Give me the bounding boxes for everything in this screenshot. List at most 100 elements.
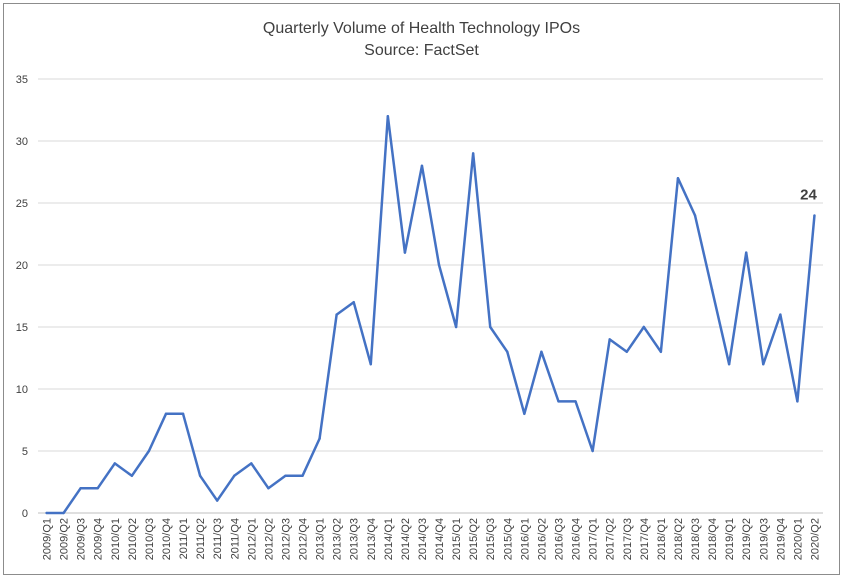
- x-tick-label: 2016/Q3: [553, 518, 565, 560]
- data-labels: 24: [800, 186, 817, 203]
- data-point: [506, 350, 509, 353]
- x-tick-label: 2013/Q2: [332, 518, 344, 560]
- data-point: [762, 363, 765, 366]
- data-point: [113, 462, 116, 465]
- data-point: [608, 338, 611, 341]
- data-point: [267, 487, 270, 490]
- x-tick-label: 2011/Q2: [195, 518, 207, 559]
- data-point: [352, 301, 355, 304]
- x-tick-label: 2011/Q4: [229, 518, 241, 559]
- chart-subtitle: Source: FactSet: [364, 42, 479, 59]
- x-tick-label: 2017/Q1: [588, 518, 600, 560]
- x-tick-label: 2017/Q2: [605, 518, 617, 560]
- data-point: [489, 325, 492, 329]
- y-tick-label: 15: [16, 322, 28, 334]
- y-tick-label: 30: [16, 136, 28, 148]
- data-point: [420, 164, 424, 167]
- data-point: [130, 474, 134, 477]
- x-tick-label: 2015/Q1: [451, 518, 463, 560]
- x-tick-label: 2010/Q4: [161, 518, 173, 560]
- data-point: [523, 412, 526, 415]
- data-point: [779, 313, 782, 316]
- x-tick-label: 2018/Q3: [690, 518, 702, 560]
- x-tick-label: 2017/Q4: [639, 518, 651, 560]
- data-point: [147, 449, 151, 453]
- data-point: [369, 363, 372, 366]
- x-tick-label: 2020/Q1: [792, 518, 804, 560]
- y-tick-label: 5: [22, 446, 28, 458]
- data-point: [96, 487, 99, 490]
- y-tick-label: 10: [16, 384, 28, 396]
- x-tick-label: 2014/Q1: [383, 518, 395, 560]
- x-tick-label: 2014/Q2: [400, 518, 412, 560]
- x-tick-label: 2009/Q3: [76, 518, 88, 560]
- x-tick-label: 2017/Q3: [622, 518, 634, 560]
- data-point: [164, 412, 168, 415]
- x-tick-label: 2010/Q1: [110, 518, 122, 560]
- data-point: [591, 449, 594, 453]
- x-tick-label: 2016/Q4: [571, 518, 583, 560]
- x-tick-label: 2012/Q2: [263, 518, 275, 560]
- series-line: [46, 114, 816, 515]
- y-axis-ticks: 0 5 10 15 20 25 30 35: [16, 74, 28, 520]
- data-point: [574, 400, 577, 403]
- y-tick-label: 25: [16, 198, 28, 210]
- x-tick-label: 2020/Q2: [809, 518, 821, 560]
- x-tick-label: 2015/Q3: [485, 518, 497, 560]
- x-tick-label: 2013/Q4: [366, 518, 378, 560]
- data-point: [386, 115, 390, 118]
- y-tick-label: 0: [22, 508, 28, 520]
- data-point: [233, 474, 236, 477]
- data-point: [437, 263, 441, 267]
- data-point: [693, 214, 697, 217]
- x-tick-label: 2019/Q2: [741, 518, 753, 560]
- x-tick-label: 2016/Q1: [519, 518, 531, 560]
- data-point: [62, 511, 65, 515]
- data-point: [181, 412, 185, 415]
- y-tick-label: 20: [16, 260, 28, 272]
- x-tick-label: 2013/Q1: [315, 518, 327, 560]
- x-tick-label: 2019/Q1: [724, 518, 736, 560]
- x-tick-label: 2015/Q4: [502, 518, 514, 560]
- x-tick-label: 2018/Q4: [707, 518, 719, 560]
- gridlines: [38, 78, 823, 514]
- x-tick-label: 2011/Q1: [178, 518, 190, 559]
- x-tick-label: 2012/Q4: [298, 518, 310, 560]
- x-tick-label: 2019/Q4: [775, 518, 787, 560]
- x-tick-label: 2018/Q2: [673, 518, 685, 560]
- data-point: [335, 313, 338, 316]
- x-tick-label: 2014/Q3: [417, 518, 429, 560]
- data-point: [659, 350, 663, 353]
- x-tick-label: 2009/Q2: [59, 518, 71, 560]
- x-tick-label: 2014/Q4: [434, 518, 446, 560]
- data-point: [727, 363, 731, 366]
- y-tick-label: 35: [16, 74, 28, 86]
- x-tick-label: 2010/Q2: [127, 518, 139, 560]
- x-tick-label: 2012/Q3: [280, 518, 292, 560]
- data-point: [301, 474, 304, 477]
- data-point: [471, 152, 475, 155]
- data-point: [676, 177, 680, 180]
- chart-title-block: Quarterly Volume of Health Technology IP…: [0, 18, 843, 62]
- data-point: [318, 437, 321, 440]
- series-group: [45, 114, 816, 515]
- data-label: 24: [800, 186, 817, 203]
- x-tick-label: 2015/Q2: [468, 518, 480, 560]
- data-point: [557, 400, 560, 403]
- x-axis-ticks: 2009/Q1 2009/Q2 2009/Q3 2009/Q4 2010/Q1 2010/…: [42, 518, 822, 560]
- x-tick-label: 2009/Q1: [42, 518, 54, 560]
- data-point: [454, 325, 458, 329]
- data-point: [813, 214, 816, 217]
- x-tick-label: 2016/Q2: [536, 518, 548, 560]
- x-tick-label: 2012/Q1: [246, 518, 258, 560]
- chart-title: Quarterly Volume of Health Technology IP…: [262, 20, 581, 37]
- x-tick-label: 2018/Q1: [656, 518, 668, 560]
- data-point: [642, 325, 646, 329]
- data-point: [198, 474, 202, 477]
- data-point: [403, 251, 407, 254]
- data-point: [710, 288, 714, 291]
- x-tick-label: 2011/Q3: [212, 518, 224, 559]
- chart-frame: [3, 3, 840, 575]
- data-point: [540, 350, 543, 353]
- x-tick-label: 2013/Q3: [349, 518, 361, 560]
